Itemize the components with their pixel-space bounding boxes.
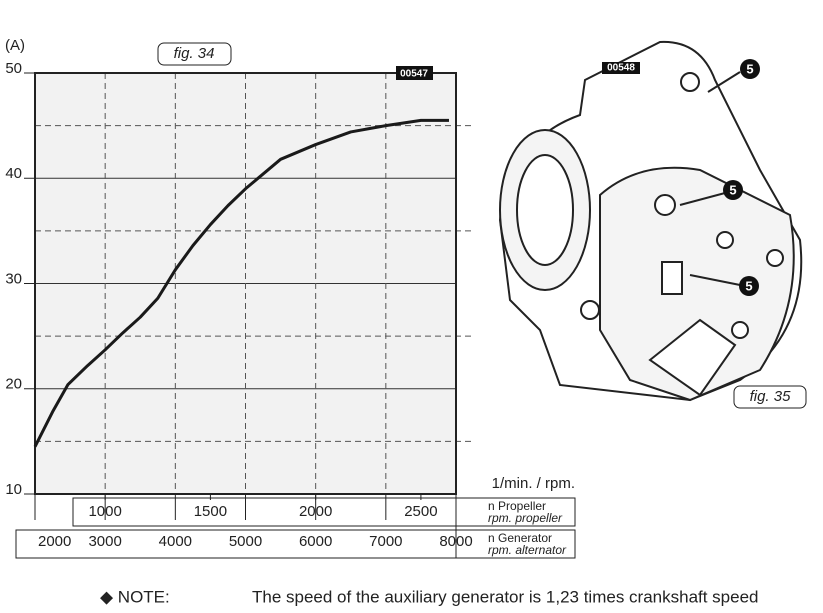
- x-tick-label: 5000: [229, 533, 262, 550]
- code-box: [602, 62, 640, 74]
- chart-title: fig. 34: [174, 45, 215, 62]
- x2-tick-label: 2500: [404, 503, 437, 520]
- callout-badge: [739, 276, 759, 296]
- y-tick-label: 40: [5, 165, 22, 182]
- series-line: [33, 118, 449, 448]
- x2-sublabel: rpm. propeller: [488, 511, 563, 525]
- x-tick-label: 2000: [38, 533, 71, 550]
- callout: 5: [745, 278, 752, 293]
- y-tick-label: 10: [5, 481, 22, 498]
- x-tick-label: 3000: [88, 533, 121, 550]
- caption-box: [733, 385, 807, 409]
- x-tick-label: 6000: [299, 533, 332, 550]
- x-tick-label: 8000: [439, 533, 472, 550]
- x-tick-label: 7000: [369, 533, 402, 550]
- y-tick-label: 30: [5, 270, 22, 287]
- propeller-row: [72, 497, 576, 527]
- x2-tick-label: 1500: [194, 503, 227, 520]
- callout-badge: [740, 59, 760, 79]
- y-tick-label: 20: [5, 376, 22, 393]
- callout-badge: [723, 180, 743, 200]
- figure-code: 00548: [607, 63, 635, 74]
- x-label: n Generator: [488, 531, 552, 545]
- note-label: ◆ NOTE:: [100, 587, 170, 606]
- callout: 5: [729, 182, 736, 197]
- callout: 5: [746, 61, 753, 76]
- x-unit: 1/min. / rpm.: [492, 475, 575, 492]
- figure-code: 00547: [400, 69, 428, 80]
- x2-tick-label: 1000: [88, 503, 121, 520]
- x2-tick-label: 2000: [299, 503, 332, 520]
- code-box: [396, 66, 433, 80]
- y-axis-label: (A): [5, 37, 25, 54]
- alternator-illustration: [498, 40, 803, 402]
- x-sublabel: rpm. alternator: [488, 543, 567, 557]
- y-tick-label: 50: [5, 60, 22, 77]
- caption-box: [157, 42, 232, 66]
- figure-caption: fig. 35: [750, 388, 792, 405]
- note-text: The speed of the auxiliary generator is …: [252, 587, 759, 606]
- generator-row: [15, 529, 576, 559]
- x2-label: n Propeller: [488, 499, 546, 513]
- x-tick-label: 4000: [159, 533, 192, 550]
